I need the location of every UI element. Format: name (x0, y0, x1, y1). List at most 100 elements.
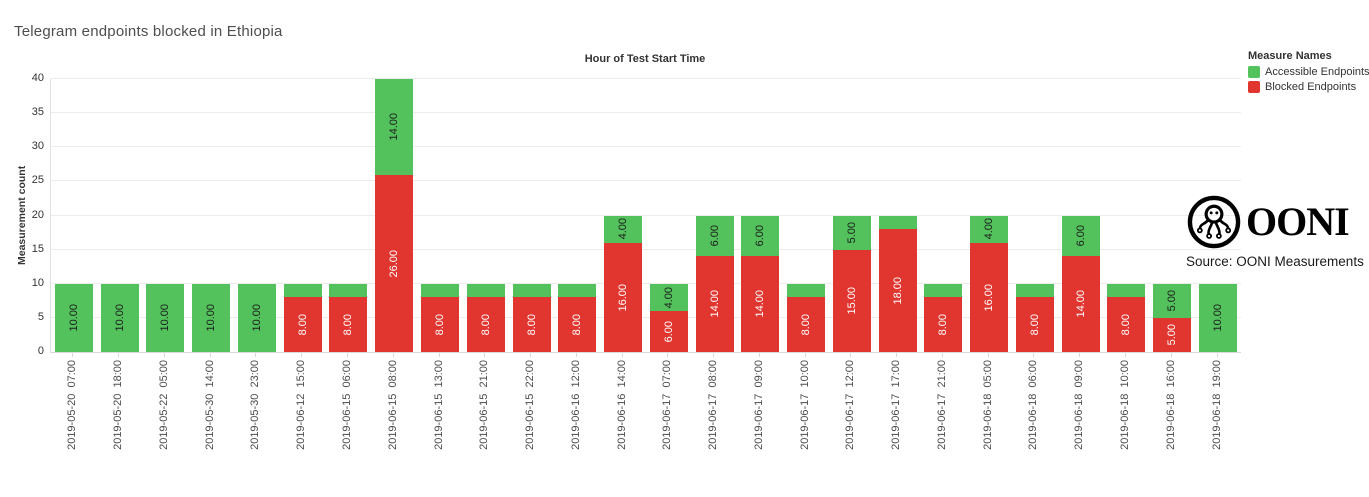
bar-segment-accessible[interactable] (1107, 283, 1146, 298)
stacked-bar[interactable]: 8.00 (512, 283, 551, 352)
bar-segment-blocked[interactable]: 8.00 (421, 297, 459, 352)
stacked-bar[interactable]: 4.00 6.00 (649, 283, 688, 352)
x-tick-label: 2019-05-20 07:00 (66, 360, 79, 450)
bar-value-label: 10.00 (205, 304, 218, 332)
bar-segment-blocked[interactable]: 5.00 (1153, 317, 1192, 352)
bar-segment-accessible[interactable]: 10.00 (192, 283, 231, 352)
x-label-slot: 2019-06-15 22:00 (508, 360, 554, 450)
bar-segment-accessible[interactable]: 10.00 (100, 283, 139, 352)
bar-segment-accessible[interactable]: 6.00 (695, 215, 734, 257)
stacked-bar[interactable]: 8.00 (421, 283, 459, 352)
bar-segment-accessible[interactable]: 10.00 (237, 283, 276, 352)
x-tick-label: 2019-06-17 21:00 (935, 360, 948, 450)
bar-segment-blocked[interactable]: 14.00 (695, 256, 734, 352)
stacked-bar[interactable]: 10.00 (192, 283, 231, 352)
stacked-bar[interactable]: 10.00 (237, 283, 276, 352)
bar-segment-blocked[interactable]: 8.00 (787, 297, 826, 352)
bar-segment-accessible[interactable]: 6.00 (741, 215, 780, 257)
bar-slot: 8.00 (1104, 79, 1150, 352)
x-tick-label: 2019-06-17 08:00 (707, 360, 720, 450)
bar-segment-accessible[interactable] (787, 283, 826, 298)
bar-segment-blocked[interactable]: 16.00 (970, 242, 1009, 352)
bar-segment-accessible[interactable]: 5.00 (832, 215, 871, 250)
legend-item-label: Accessible Endpoints (1265, 66, 1369, 78)
stacked-bar[interactable]: 10.00 (100, 283, 139, 352)
bar-segment-blocked[interactable]: 26.00 (375, 174, 414, 352)
stacked-bar[interactable]: 6.00 14.00 (695, 215, 734, 352)
bar-segment-accessible[interactable]: 4.00 (970, 215, 1009, 243)
bar-segment-accessible[interactable] (558, 283, 597, 298)
stacked-bar[interactable]: 8.00 (924, 283, 963, 352)
y-tick-labels: 0 5 10 15 20 25 30 35 40 (0, 72, 44, 357)
stacked-bar[interactable]: 4.00 16.00 (970, 215, 1009, 352)
bar-segment-blocked[interactable]: 6.00 (649, 311, 688, 352)
gridline (51, 180, 1241, 182)
x-label-slot: 2019-06-18 06:00 (1011, 360, 1057, 450)
x-label-slot: 2019-06-18 16:00 (1148, 360, 1194, 450)
x-label-slot: 2019-06-17 07:00 (645, 360, 691, 450)
legend-item-accessible[interactable]: Accessible Endpoints (1248, 66, 1369, 78)
bar-segment-blocked[interactable]: 16.00 (604, 242, 643, 352)
stacked-bar[interactable]: 8.00 (558, 283, 597, 352)
stacked-bar[interactable]: 10.00 (54, 283, 93, 352)
stacked-bar[interactable]: 10.00 (146, 283, 185, 352)
bar-segment-accessible[interactable]: 5.00 (1153, 283, 1192, 318)
stacked-bar[interactable]: 8.00 (1015, 283, 1054, 352)
x-tick-mark (325, 353, 371, 358)
bar-segment-accessible[interactable]: 10.00 (54, 283, 93, 352)
x-tick-label: 2019-06-18 19:00 (1210, 360, 1223, 450)
x-tick-label: 2019-05-30 23:00 (249, 360, 262, 450)
y-tick-label: 25 (31, 174, 44, 187)
bar-segment-accessible[interactable]: 10.00 (1199, 283, 1238, 352)
bar-segment-accessible[interactable] (283, 283, 322, 298)
stacked-bar[interactable]: 4.00 16.00 (604, 215, 643, 352)
x-tick-mark (782, 353, 828, 358)
bar-slot: 4.00 16.00 (966, 79, 1012, 352)
bar-value-label: 14.00 (1074, 290, 1087, 318)
bar-segment-blocked[interactable]: 8.00 (924, 297, 963, 352)
bar-segment-blocked[interactable]: 14.00 (741, 256, 780, 352)
bar-segment-accessible[interactable]: 10.00 (146, 283, 185, 352)
bar-segment-accessible[interactable] (421, 283, 459, 298)
stacked-bar[interactable]: 14.00 26.00 (375, 79, 414, 352)
bar-segment-blocked[interactable]: 8.00 (1107, 297, 1146, 352)
bar-segment-accessible[interactable] (924, 283, 963, 298)
bar-segment-blocked[interactable]: 8.00 (283, 297, 322, 352)
stacked-bar[interactable]: 5.00 5.00 (1153, 283, 1192, 352)
bar-segment-blocked[interactable]: 18.00 (878, 229, 917, 352)
bar-segment-accessible[interactable] (466, 283, 505, 298)
bar-segment-accessible[interactable]: 14.00 (375, 79, 414, 175)
bar-segment-accessible[interactable]: 4.00 (649, 283, 688, 312)
stacked-bar[interactable]: 6.00 14.00 (1061, 215, 1100, 352)
x-label-slot: 2019-06-18 10:00 (1103, 360, 1149, 450)
bar-segment-accessible[interactable] (329, 283, 368, 298)
bar-segment-blocked[interactable]: 8.00 (512, 297, 551, 352)
bar-segment-blocked[interactable]: 8.00 (1015, 297, 1054, 352)
x-tick-mark (645, 353, 691, 358)
stacked-bar[interactable]: 10.00 (1199, 283, 1238, 352)
stacked-bar[interactable]: 6.00 14.00 (741, 215, 780, 352)
stacked-bar[interactable]: 8.00 (787, 283, 826, 352)
x-tick-mark (874, 353, 920, 358)
stacked-bar[interactable]: 5.00 15.00 (832, 215, 871, 352)
bar-segment-blocked[interactable]: 8.00 (329, 297, 368, 352)
stacked-bar[interactable]: 8.00 (466, 283, 505, 352)
bar-segment-blocked[interactable]: 14.00 (1061, 256, 1100, 352)
bar-segment-accessible[interactable] (878, 215, 917, 230)
stacked-bar[interactable]: 8.00 (283, 283, 322, 352)
bar-segment-blocked[interactable]: 8.00 (466, 297, 505, 352)
bar-segment-accessible[interactable]: 4.00 (604, 215, 643, 243)
x-tick-label: 2019-06-15 13:00 (432, 360, 445, 450)
stacked-bar[interactable]: 8.00 (329, 283, 368, 352)
bar-segment-accessible[interactable]: 6.00 (1061, 215, 1100, 257)
bar-segment-blocked[interactable]: 8.00 (558, 297, 597, 352)
branding: OONI Source: OONI Measurements (1186, 194, 1364, 269)
x-label-slot: 2019-06-12 15:00 (279, 360, 325, 450)
bar-segment-accessible[interactable] (512, 283, 551, 298)
stacked-bar[interactable]: 8.00 (1107, 283, 1146, 352)
bar-segment-blocked[interactable]: 15.00 (832, 249, 871, 352)
bar-segment-accessible[interactable] (1015, 283, 1054, 298)
legend-item-blocked[interactable]: Blocked Endpoints (1248, 81, 1369, 93)
stacked-bar[interactable]: 18.00 (878, 215, 917, 352)
